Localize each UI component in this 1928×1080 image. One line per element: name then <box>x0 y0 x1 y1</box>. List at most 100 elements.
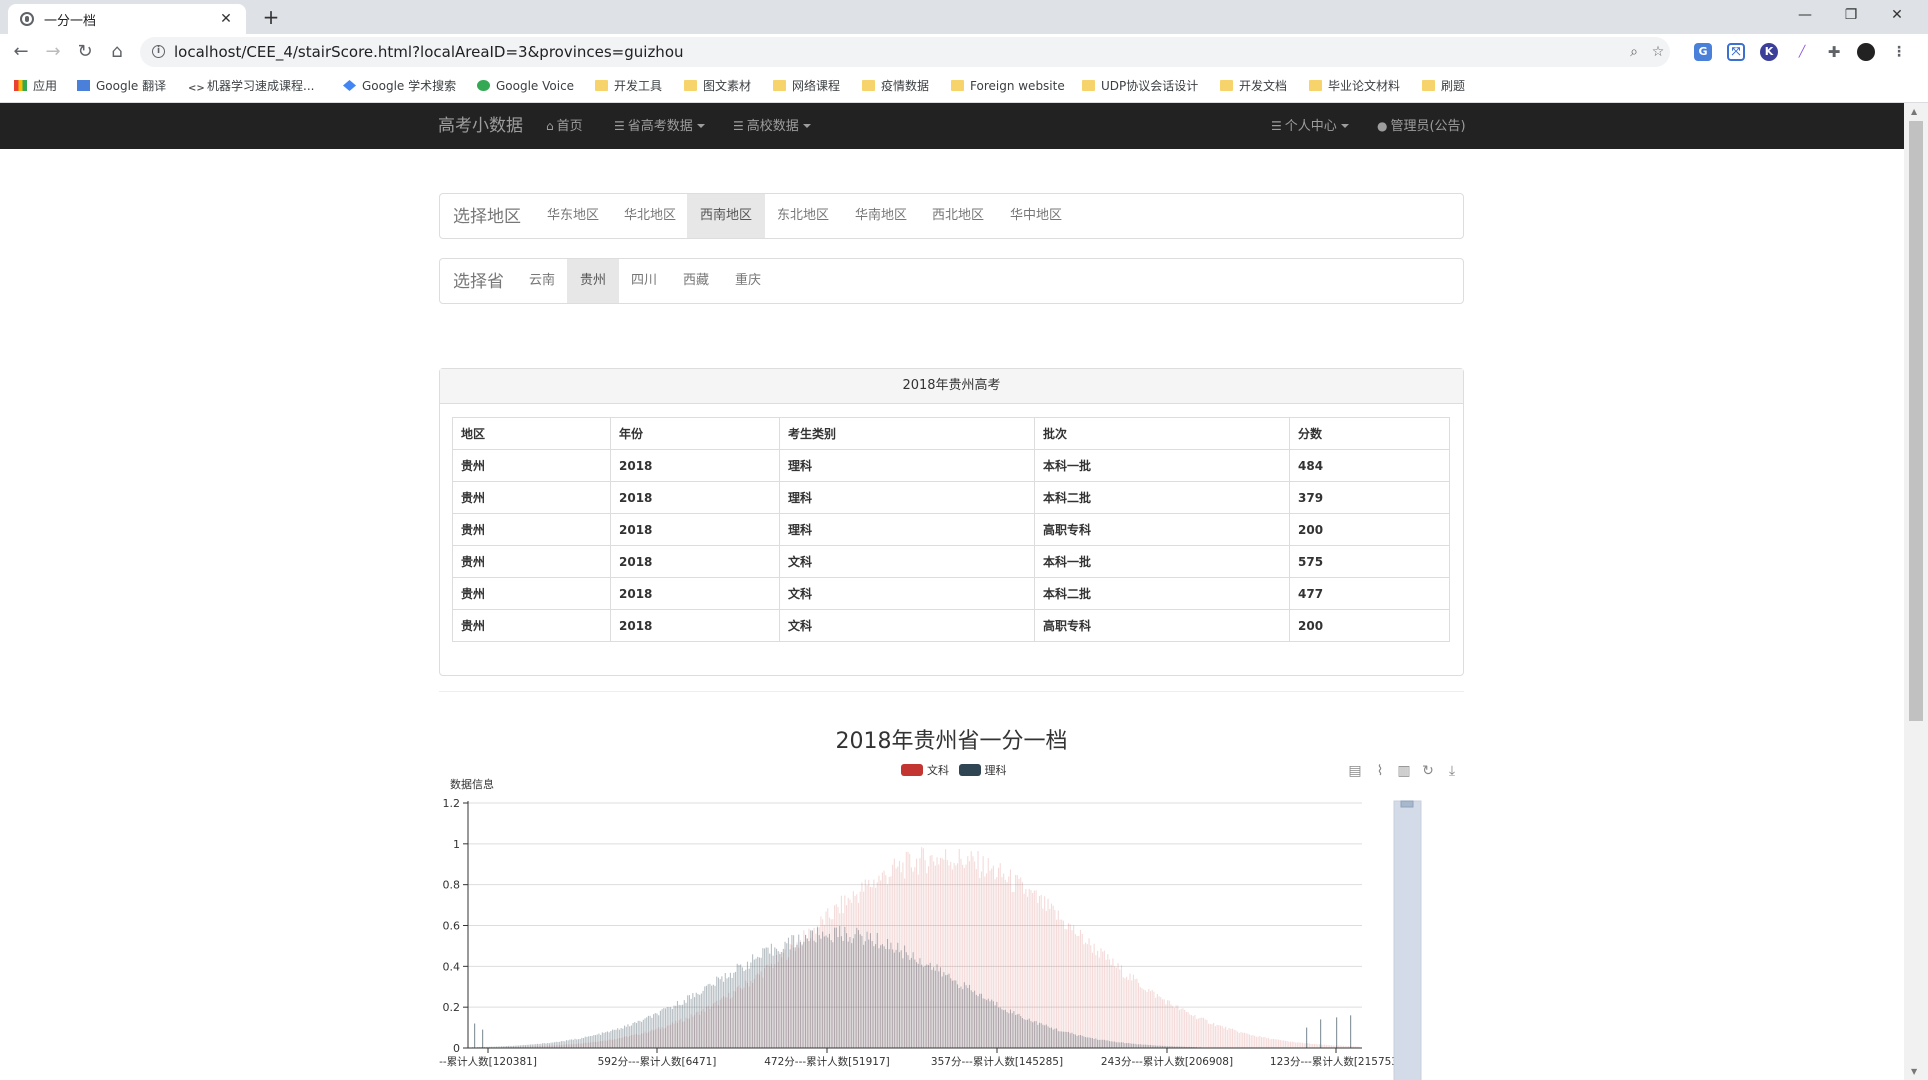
bar-like <box>815 942 817 1048</box>
bar-like <box>857 930 860 1048</box>
bar-wenke <box>1339 1045 1341 1048</box>
close-window-button[interactable]: ✕ <box>1891 7 1903 23</box>
bar-like <box>859 934 861 1048</box>
bar-wenke <box>623 1036 626 1048</box>
bar-wenke <box>516 1046 518 1048</box>
bar-wenke <box>1030 890 1032 1048</box>
nav-province-data[interactable]: ☰ 省高考数据 <box>614 103 705 150</box>
scroll-thumb[interactable] <box>1909 121 1923 721</box>
bookmark-images[interactable]: 图文素材 <box>684 76 751 96</box>
bar-like <box>577 1039 579 1048</box>
reload-icon[interactable]: ↻ <box>77 41 93 62</box>
nav-personal-center[interactable]: ☰ 个人中心 <box>1271 103 1349 150</box>
bookmark-exercises[interactable]: 刷题 <box>1422 76 1465 96</box>
translate-extension-icon[interactable]: G <box>1694 43 1712 61</box>
province-pill[interactable]: 云南 <box>529 273 556 288</box>
data-view-icon[interactable]: ▤ <box>1348 763 1362 779</box>
restore-icon[interactable]: ↻ <box>1422 763 1434 779</box>
region-pill[interactable]: 华东地区 <box>547 208 600 223</box>
address-bar[interactable]: i localhost/CEE_4/stairScore.html?localA… <box>140 37 1670 67</box>
new-tab-button[interactable]: + <box>262 5 280 29</box>
brand-link[interactable]: 高考小数据 <box>438 116 523 136</box>
table-cell: 2018 <box>610 449 780 482</box>
bar-like <box>1079 1035 1082 1048</box>
bar-wenke <box>535 1046 537 1048</box>
bookmark-online-courses[interactable]: 网络课程 <box>773 76 840 96</box>
nav-admin[interactable]: ● 管理员(公告) <box>1377 119 1466 134</box>
bookmark-star-icon[interactable]: ☆ <box>1651 44 1665 60</box>
bar-like <box>897 942 899 1048</box>
bar-wenke <box>542 1045 544 1048</box>
home-icon[interactable]: ⌂ <box>111 41 123 62</box>
code-icon: <> <box>188 83 205 94</box>
minimize-button[interactable]: — <box>1798 7 1812 23</box>
bookmark-dev-docs[interactable]: 开发文档 <box>1220 76 1287 96</box>
nav-home[interactable]: ⌂ 首页 <box>546 119 583 134</box>
bookmark-ml-crash-course[interactable]: <> 机器学习速成课程... <box>188 79 315 94</box>
region-pill-active[interactable]: 西南地区 <box>687 194 766 238</box>
province-pill[interactable]: 重庆 <box>735 273 762 288</box>
bookmark-epidemic-data[interactable]: 疫情数据 <box>862 76 929 96</box>
province-pill-active[interactable]: 贵州 <box>567 259 620 303</box>
browser-tab[interactable]: 一分一档 ✕ <box>8 4 246 34</box>
bookmark-dev-tools[interactable]: 开发工具 <box>595 76 662 96</box>
bookmark-google-scholar[interactable]: Google 学术搜索 <box>343 76 456 96</box>
bar-wenke <box>755 974 757 1048</box>
page-scrollbar[interactable]: ▲ ▼ <box>1904 103 1928 1080</box>
scroll-down-arrow[interactable]: ▼ <box>1911 1067 1918 1076</box>
province-pill[interactable]: 西藏 <box>683 273 710 288</box>
nav-college-data[interactable]: ☰ 高校数据 <box>733 103 811 150</box>
region-pill[interactable]: 西北地区 <box>932 208 985 223</box>
bar-like <box>1105 1040 1107 1048</box>
bookmark-thesis[interactable]: 毕业论文材料 <box>1309 76 1400 96</box>
zoom-icon[interactable]: ⌕ <box>1630 44 1638 60</box>
bar-wenke <box>1313 1044 1315 1048</box>
line-chart-icon[interactable]: ⌇ <box>1376 763 1384 779</box>
profile-avatar[interactable] <box>1857 43 1875 61</box>
bar-like <box>856 927 858 1048</box>
bar-chart-icon[interactable]: ▥ <box>1397 763 1411 779</box>
legend-item-wenke[interactable]: 文科 <box>901 764 949 777</box>
puzzle-icon[interactable]: ✚ <box>1825 43 1843 61</box>
region-pill[interactable]: 华南地区 <box>855 208 908 223</box>
legend-item-like[interactable]: 理科 <box>958 764 1007 777</box>
bookmark-udp-design[interactable]: UDP协议会话设计 <box>1082 76 1198 96</box>
bar-like <box>786 943 788 1048</box>
bar-like <box>997 1007 1000 1048</box>
region-pill[interactable]: 华北地区 <box>624 208 677 223</box>
bar-like <box>1124 1043 1126 1048</box>
region-pill[interactable]: 东北地区 <box>777 208 830 223</box>
x-tick-label: 472分---累计人数[51917] <box>764 1055 890 1068</box>
pen-extension-icon[interactable]: ╱ <box>1793 43 1811 61</box>
menu-kebab-icon[interactable]: ⋮ <box>1890 43 1908 61</box>
crop-extension-icon[interactable]: ⤧ <box>1727 43 1745 61</box>
bar-like <box>576 1039 578 1048</box>
k-extension-icon[interactable]: K <box>1760 43 1778 61</box>
save-image-icon[interactable]: ⤓ <box>1448 763 1456 779</box>
bookmark-google-voice[interactable]: Google Voice <box>477 76 574 96</box>
chart-legend: 文科 理科 <box>901 762 1007 777</box>
back-icon[interactable]: ← <box>13 41 29 62</box>
bar-like <box>734 971 737 1048</box>
region-pill[interactable]: 华中地区 <box>1010 208 1063 223</box>
bookmark-google-translate[interactable]: Google 翻译 <box>77 76 166 96</box>
bar-like <box>789 949 791 1048</box>
restore-button[interactable]: ❐ <box>1844 7 1858 23</box>
bar-like <box>1037 1024 1039 1048</box>
forward-icon[interactable]: → <box>45 41 61 62</box>
bar-wenke <box>782 952 784 1048</box>
info-icon[interactable]: i <box>152 45 165 58</box>
scroll-up-arrow[interactable]: ▲ <box>1911 107 1918 116</box>
bar-wenke <box>547 1045 549 1048</box>
bookmark-apps[interactable]: 应用 <box>14 76 57 96</box>
bar-like <box>1144 1044 1146 1048</box>
bar-like <box>893 952 895 1048</box>
bar-like <box>700 993 702 1048</box>
url-text[interactable]: localhost/CEE_4/stairScore.html?localAre… <box>174 43 684 61</box>
bar-wenke <box>593 1041 595 1048</box>
province-pill[interactable]: 四川 <box>631 273 658 288</box>
caret-down-icon <box>1340 124 1349 128</box>
bookmark-foreign-website[interactable]: Foreign website <box>951 76 1065 96</box>
close-tab-icon[interactable]: ✕ <box>220 11 232 27</box>
y-tick-label: 0.6 <box>443 920 461 933</box>
